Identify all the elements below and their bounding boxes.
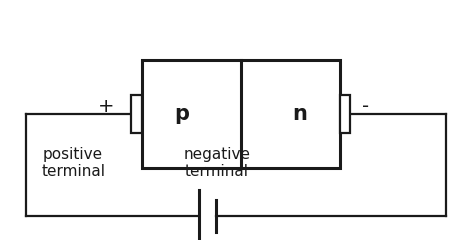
Text: +: + [98,97,114,116]
Bar [142,60,340,168]
Bar [131,95,142,133]
Text: positive
terminal: positive terminal [41,147,105,180]
Text: n: n [292,104,307,124]
Bar [340,95,350,133]
Text: negative
terminal: negative terminal [184,147,251,180]
Text: p: p [174,104,189,124]
Text: -: - [362,97,370,116]
